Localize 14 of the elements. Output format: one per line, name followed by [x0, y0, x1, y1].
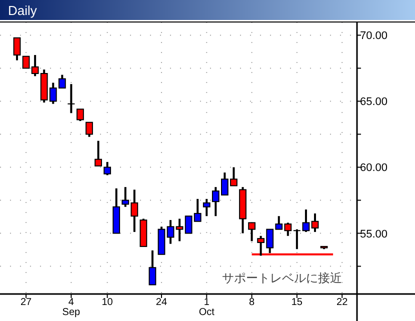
y-tick-label: 70.00: [360, 30, 388, 42]
x-tick-label: 22: [336, 297, 348, 308]
annotation: サポートレベルに接近: [222, 271, 342, 285]
x-tick-label: 27: [20, 297, 32, 308]
x-tick-label: 24: [156, 297, 168, 308]
title: Daily: [8, 3, 37, 18]
y-tick-label: 55.00: [360, 228, 388, 240]
x-tick-label: 15: [291, 297, 303, 308]
x-tick-label: 8: [249, 297, 256, 308]
x-tick-label: 4 Sep: [62, 297, 81, 318]
y-tick-label: 60.00: [360, 162, 388, 174]
y-tick-label: 65.00: [360, 96, 388, 108]
x-tick-label: 10: [102, 297, 114, 308]
x-tick-label: 1 Oct: [198, 297, 215, 318]
